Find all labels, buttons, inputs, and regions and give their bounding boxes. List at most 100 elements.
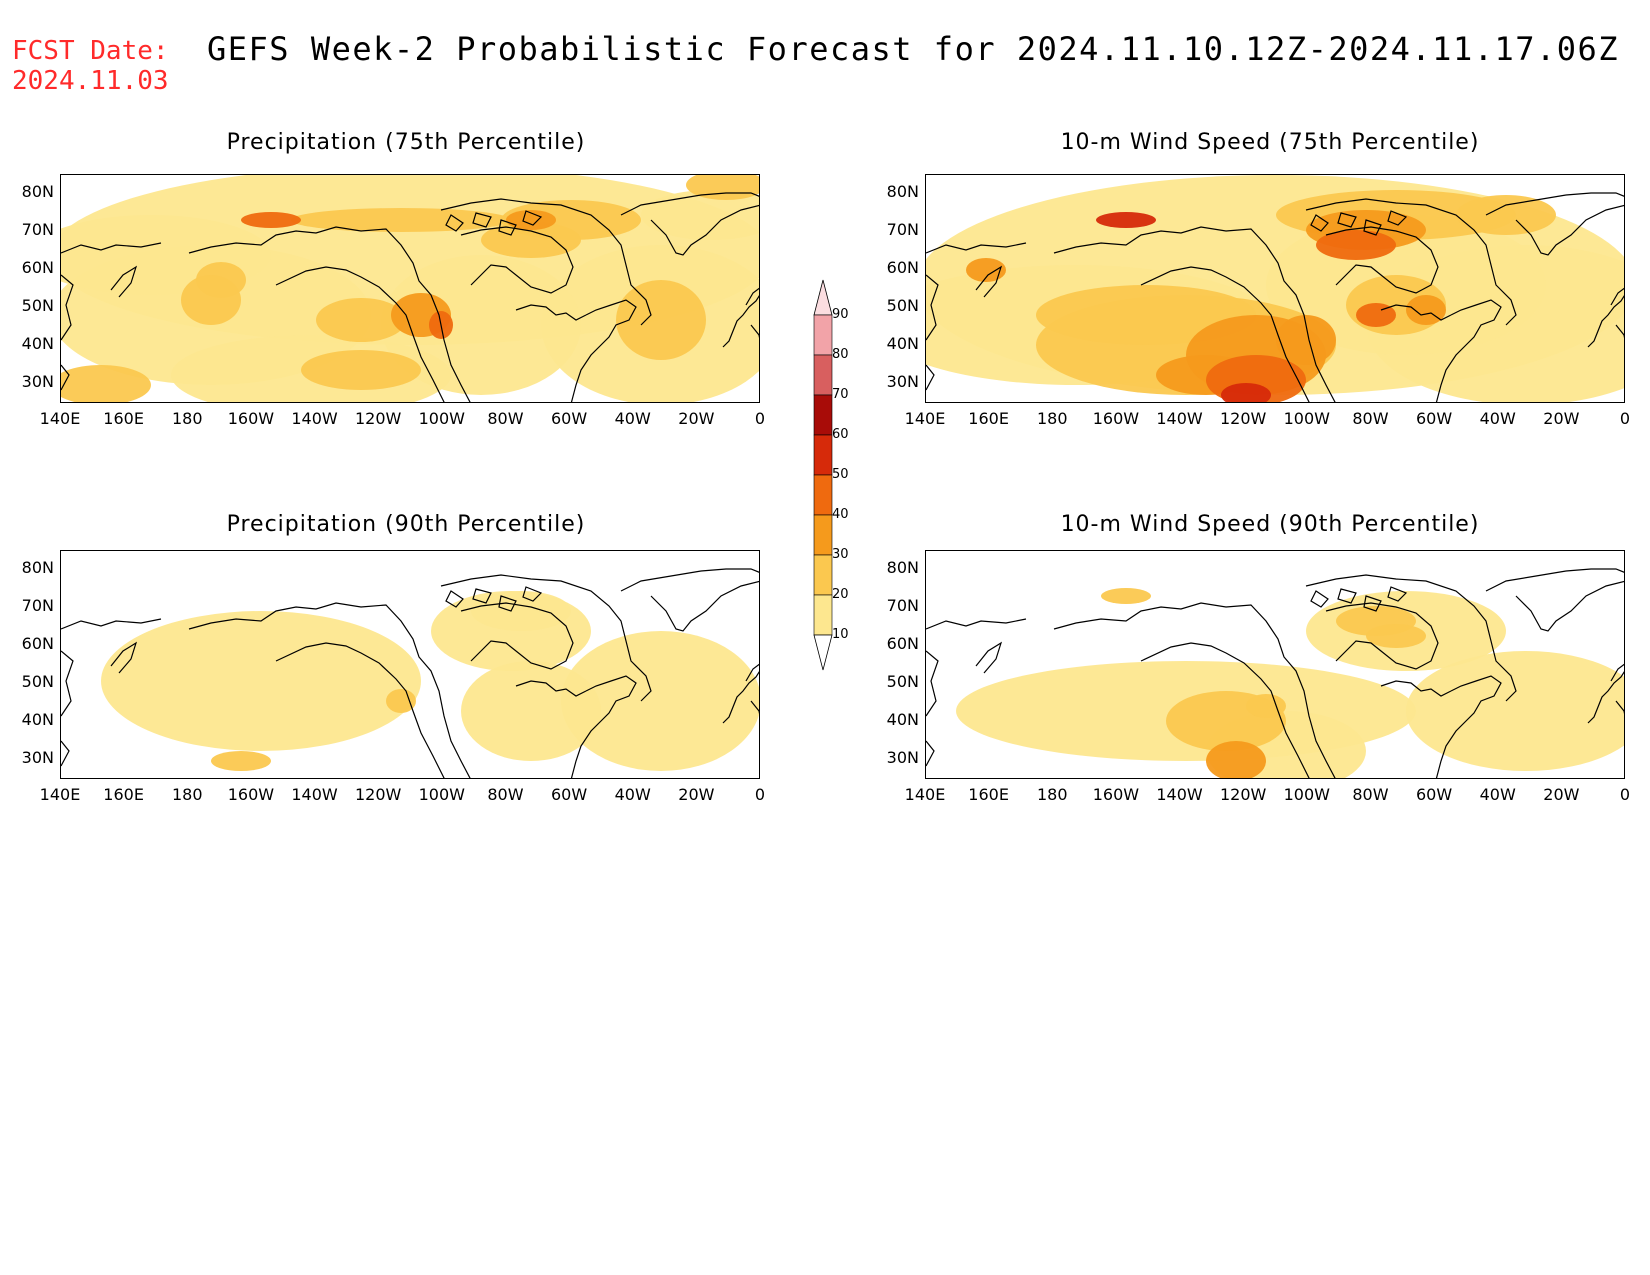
coastline-segment (440, 574, 652, 702)
longitude-label: 0 (1619, 785, 1631, 804)
probability-contour (481, 222, 581, 258)
longitude-label: 140W (291, 409, 338, 428)
probability-contour (1406, 651, 1624, 771)
longitude-label: 180 (1036, 785, 1068, 804)
colorbar-level-label: 60 (832, 427, 849, 442)
colorbar-level-label: 70 (832, 387, 849, 402)
coastline-segment (498, 595, 517, 612)
colorbar-level-label: 30 (832, 547, 849, 562)
probability-contour (1246, 694, 1286, 718)
longitude-label: 140E (904, 409, 946, 428)
coastline-segment (1485, 568, 1624, 592)
probability-contour (1221, 383, 1271, 402)
coastline-segment (750, 324, 759, 339)
latitude-label: 60N (886, 258, 919, 277)
latitude-label: 30N (21, 748, 54, 767)
coastline-segment (522, 210, 543, 226)
coastline-segment (1363, 595, 1382, 612)
latitude-label: 50N (21, 672, 54, 691)
coastline-segment (1610, 663, 1624, 682)
colorbar-segment (813, 434, 833, 476)
coastline-segment (472, 212, 492, 228)
coastline-segment (445, 214, 464, 232)
coastline-segment (650, 580, 759, 632)
probability-contour (686, 175, 759, 200)
panel-title-precip-75: Precipitation (75th Percentile) (226, 130, 586, 155)
probability-contour (461, 661, 601, 761)
probability-shading (926, 175, 1624, 402)
coastline-segment (188, 602, 471, 778)
probability-contour (1366, 624, 1426, 648)
coastline-segment (620, 568, 759, 592)
coastline-segment (515, 304, 587, 321)
latitude-label: 40N (21, 710, 54, 729)
probability-contour (291, 208, 511, 232)
colorbar-segment (813, 314, 833, 356)
longitude-label: 140E (39, 785, 81, 804)
longitude-label: 20W (1543, 785, 1580, 804)
coastline-segment (275, 642, 445, 778)
coastline-segment (570, 299, 637, 402)
longitude-label: 80W (487, 409, 524, 428)
coastline-segment (275, 266, 445, 402)
colorbar-segment (813, 474, 833, 516)
longitude-label: 160E (103, 409, 144, 428)
coastline-segment (745, 287, 759, 306)
coastline-segment (722, 295, 759, 348)
latitude-label: 50N (886, 672, 919, 691)
colorbar-bottom-arrow (813, 634, 833, 671)
coastline-segment (570, 675, 637, 778)
coastline-segment (1310, 590, 1329, 608)
coastline-segment (722, 671, 759, 724)
coastline-segment (975, 265, 1003, 298)
probability-contour (1206, 741, 1266, 778)
coastline-segment (1387, 586, 1408, 602)
colorbar-level-label: 10 (832, 627, 849, 642)
longitude-label: 40W (614, 785, 651, 804)
coastline-segment (1587, 295, 1624, 348)
coastline-segment (61, 650, 74, 717)
longitude-label: 180 (171, 785, 203, 804)
longitude-label: 40W (1479, 409, 1516, 428)
colorbar-segment (813, 594, 833, 636)
coastline-segment (975, 641, 1003, 674)
coastline-segment (1515, 204, 1624, 256)
coastline-segment (926, 364, 935, 391)
coastline-segment (1435, 675, 1502, 778)
coastline-segment (61, 740, 70, 767)
probability-contour (1356, 303, 1396, 327)
latitude-label: 50N (21, 296, 54, 315)
probability-contour (1096, 212, 1156, 228)
colorbar-level-label: 40 (832, 507, 849, 522)
probability-shading (61, 175, 759, 402)
latitude-label: 70N (21, 220, 54, 239)
coastline-segment (926, 274, 939, 341)
coastline-segment (750, 700, 759, 715)
panel-title-wind-90: 10-m Wind Speed (90th Percentile) (1060, 512, 1480, 537)
probability-shading (101, 591, 759, 771)
longitude-label: 100W (1283, 785, 1330, 804)
longitude-label: 80W (1352, 409, 1389, 428)
coastline-segment (620, 192, 759, 216)
coastline-segment (110, 265, 138, 298)
latitude-label: 60N (886, 634, 919, 653)
coastline-segment (1337, 588, 1357, 604)
coastline-segment (926, 242, 1027, 254)
coastline-segment (1485, 192, 1624, 216)
latitude-label: 80N (886, 558, 919, 577)
probability-contour (1406, 295, 1446, 325)
longitude-label: 140E (904, 785, 946, 804)
coastline-segment (1305, 574, 1517, 702)
fcst-date-label: FCST Date: (12, 36, 169, 66)
coastline-segment (188, 226, 471, 402)
latitude-label: 60N (21, 634, 54, 653)
probability-contour (641, 190, 759, 240)
coastline-segment (440, 198, 652, 326)
coastline-segment (1380, 304, 1452, 321)
coastline-segment (1615, 700, 1624, 715)
latitude-label: 80N (21, 558, 54, 577)
latitude-label: 70N (21, 596, 54, 615)
longitude-label: 140E (39, 409, 81, 428)
longitude-label: 0 (1619, 409, 1631, 428)
longitude-label: 80W (1352, 785, 1389, 804)
